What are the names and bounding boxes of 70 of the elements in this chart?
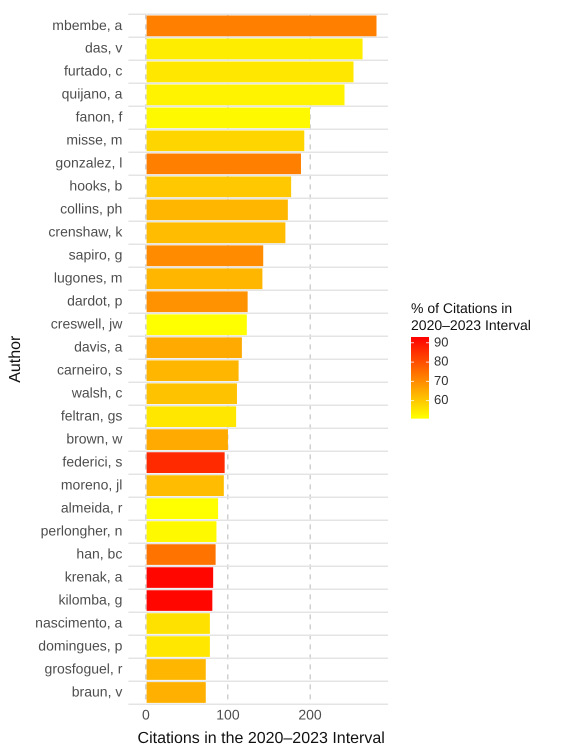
bar: [146, 544, 216, 565]
bar: [146, 613, 210, 634]
y-tick-label: gonzalez, l: [55, 154, 122, 171]
color-bar-label: 60: [434, 392, 448, 408]
y-tick-label: furtado, c: [64, 62, 122, 79]
bar: [146, 314, 247, 336]
y-tick-label: grosfoguel, r: [44, 660, 123, 676]
bar: [146, 16, 377, 36]
y-tick-label: das, v: [85, 40, 122, 56]
y-tick-label: dardot, p: [67, 292, 123, 309]
y-tick-label: moreno, jl: [60, 476, 122, 492]
y-tick-label: han, bc: [76, 545, 122, 562]
y-tick-label: nascimento, a: [35, 614, 123, 630]
y-tick-label: misse, m: [66, 132, 122, 148]
y-tick-label: fanon, f: [76, 108, 122, 125]
bar: [146, 268, 262, 290]
y-tick-label: domingues, p: [38, 637, 123, 654]
bar: [146, 498, 218, 519]
bar: [146, 475, 224, 496]
bar: [146, 62, 354, 82]
y-tick-label: brown, w: [66, 430, 124, 447]
bar: [146, 107, 310, 128]
y-tick-label: collins, ph: [60, 200, 122, 217]
x-tick-label: 100: [216, 706, 240, 722]
x-tick-label: 200: [298, 706, 322, 722]
y-tick-label: lugones, m: [54, 270, 122, 286]
bar: [146, 590, 212, 611]
bar: [146, 291, 248, 312]
y-tick-label: almeida, r: [60, 499, 123, 516]
y-tick-label: creswell, jw: [50, 316, 124, 332]
bar: [146, 521, 216, 542]
bar: [146, 245, 264, 266]
bar: [146, 130, 304, 152]
bar: [146, 176, 292, 198]
bar: [146, 360, 239, 382]
y-tick-label: perlongher, n: [40, 522, 122, 538]
bar: [146, 636, 210, 657]
bar: [146, 567, 214, 588]
y-tick-label: braun, v: [72, 683, 122, 700]
bar: [146, 429, 228, 450]
y-tick-label: krenak, a: [64, 568, 123, 584]
color-bar-title: % of Citations in 2020–2023 Interval: [411, 300, 531, 333]
y-axis-title: Author: [7, 334, 24, 383]
bar: [146, 84, 344, 106]
bar: [146, 153, 301, 174]
y-tick-label: kilomba, g: [58, 591, 122, 608]
y-tick-label: carneiro, s: [57, 362, 122, 378]
bar: [146, 222, 286, 244]
y-tick-label: hooks, b: [69, 178, 123, 194]
bar: [146, 383, 237, 404]
bar: [146, 199, 288, 220]
y-tick-label: crenshaw, k: [48, 224, 124, 240]
bar: [146, 682, 206, 703]
y-tick-label: walsh, c: [70, 384, 122, 401]
y-tick-label: sapiro, g: [68, 246, 122, 263]
y-tick-label: feltran, gs: [60, 408, 122, 424]
y-tick-label: quijano, a: [62, 86, 123, 102]
bar: [146, 38, 363, 60]
color-bar-label: 90: [434, 334, 448, 350]
y-tick-label: federici, s: [62, 454, 122, 470]
bar: [146, 337, 242, 358]
bar: [146, 659, 206, 680]
bar: [146, 452, 225, 473]
bar: [146, 406, 236, 428]
y-tick-label: davis, a: [74, 338, 123, 355]
color-bar-label: 80: [434, 354, 448, 369]
x-tick-label: 0: [142, 706, 150, 722]
x-axis-title: Citations in the 2020–2023 Interval: [138, 730, 385, 747]
color-bar-label: 70: [434, 372, 448, 388]
y-tick-label: mbembe, a: [52, 16, 123, 33]
